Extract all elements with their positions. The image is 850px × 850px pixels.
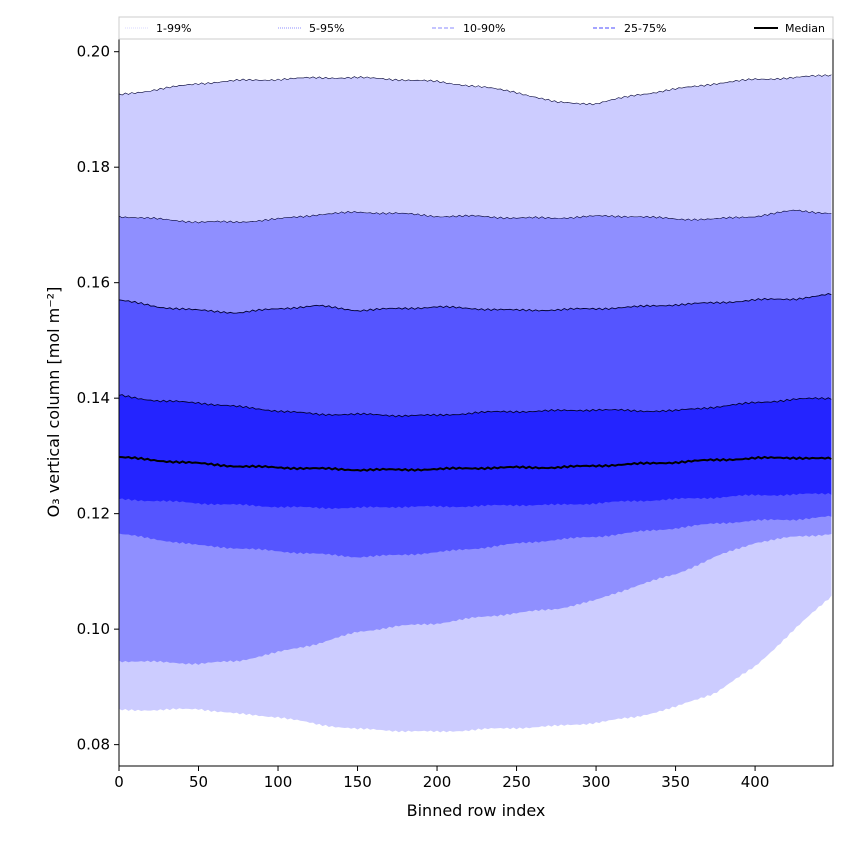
median-line-group (118, 455, 832, 472)
x-tick-label: 200 (423, 773, 452, 791)
x-tick-label: 100 (264, 773, 293, 791)
x-tick-label: 400 (741, 773, 770, 791)
outline-90pct (118, 293, 832, 314)
outline-99pct (118, 74, 832, 106)
x-tick-label: 0 (114, 773, 124, 791)
percentile-outlines (118, 74, 832, 418)
x-tick-label: 350 (661, 773, 690, 791)
x-tick-label: 250 (502, 773, 531, 791)
legend-label: 25-75% (624, 22, 666, 35)
x-tick-label: 50 (189, 773, 208, 791)
legend-label: 5-95% (309, 22, 344, 35)
legend-box (118, 16, 834, 40)
x-axis: 0 50 100 150 200 250 300 350 400 (114, 766, 769, 791)
y-axis-label: O₃ vertical column [mol m⁻²] (44, 287, 63, 518)
y-tick-label: 0.12 (77, 505, 110, 523)
y-tick-label: 0.20 (77, 43, 110, 61)
outline-75pct (118, 394, 832, 418)
legend: 1-99% 5-95% 10-90% 25-75% Median (118, 16, 834, 40)
y-tick-label: 0.16 (77, 274, 110, 292)
band-25-75pct (119, 394, 832, 510)
x-axis-label: Binned row index (407, 801, 546, 820)
y-tick-label: 0.10 (77, 620, 110, 638)
legend-label: 10-90% (463, 22, 505, 35)
y-axis: 0.08 0.10 0.12 0.14 0.16 0.18 0.20 (77, 43, 119, 754)
median-line (118, 455, 832, 472)
legend-label: Median (785, 22, 825, 35)
x-tick-label: 150 (343, 773, 372, 791)
outline-95pct (118, 209, 832, 224)
x-tick-label: 300 (582, 773, 611, 791)
y-tick-label: 0.14 (77, 389, 110, 407)
legend-label: 1-99% (156, 22, 191, 35)
y-tick-label: 0.08 (77, 736, 110, 754)
y-tick-label: 0.18 (77, 158, 110, 176)
plot-area (119, 74, 832, 733)
